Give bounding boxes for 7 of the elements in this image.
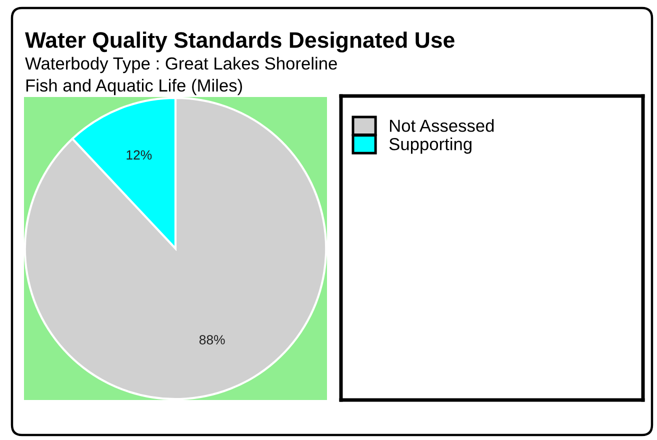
chart-title: Water Quality Standards Designated Use [25, 32, 454, 52]
data-label: 12% [126, 150, 152, 160]
chart-subtitle: Waterbody Type : Great Lakes Shoreline [25, 56, 337, 74]
data-label: 88% [199, 335, 225, 344]
text: Fish and Aquatic Life (Miles) [26, 78, 242, 96]
legend-label: Supporting [389, 138, 472, 154]
legend-label: Not Assessed [390, 119, 494, 132]
